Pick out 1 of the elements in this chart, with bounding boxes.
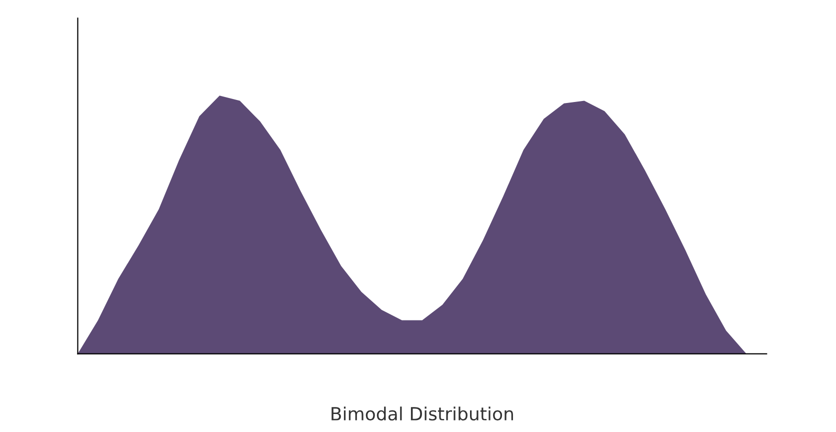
x-axis-title: Bimodal Distribution	[332, 406, 513, 421]
